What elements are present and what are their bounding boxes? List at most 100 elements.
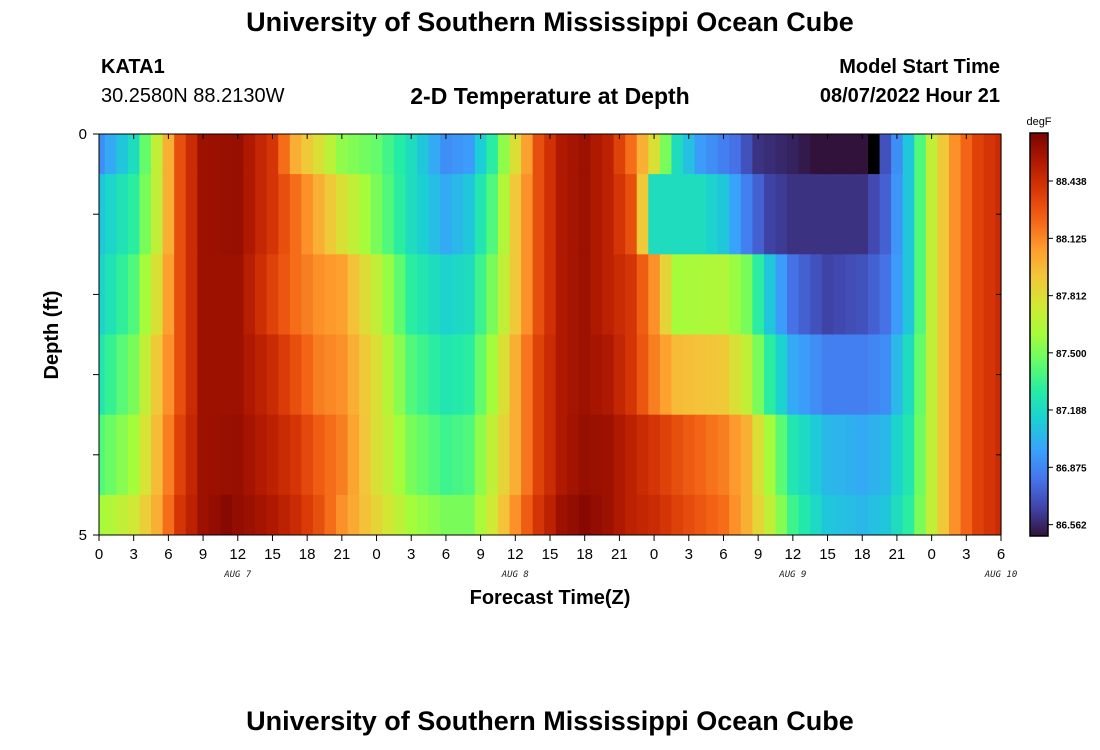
heatmap-cell	[289, 334, 302, 416]
heatmap-cell	[451, 134, 464, 175]
heatmap-cell	[937, 414, 950, 496]
heatmap-cell	[116, 254, 129, 335]
heatmap-cell	[162, 334, 175, 416]
heatmap-cell	[972, 254, 985, 335]
heatmap-cell	[625, 134, 638, 175]
heatmap-cell	[208, 174, 222, 255]
heatmap-cell	[706, 494, 719, 536]
heatmap-cell	[706, 254, 719, 335]
heatmap-cell	[602, 414, 615, 496]
heatmap-cell	[810, 334, 823, 416]
heatmap-cell	[810, 414, 823, 496]
heatmap-cell	[983, 254, 996, 335]
heatmap-cell	[347, 174, 360, 255]
heatmap-cell	[659, 494, 673, 536]
heatmap-cell	[578, 134, 592, 175]
heatmap-cell	[382, 254, 395, 335]
heatmap-cell	[590, 334, 603, 416]
heatmap-cell	[208, 494, 222, 536]
heatmap-cell	[763, 334, 777, 416]
x-tick-label: 18	[299, 546, 316, 563]
heatmap-cell	[602, 254, 615, 335]
heatmap-cell	[278, 414, 291, 496]
heatmap-cell	[983, 134, 996, 175]
heatmap-cell	[948, 414, 962, 496]
heatmap-cell	[382, 494, 395, 536]
heatmap-cell	[729, 174, 742, 255]
heatmap-cell	[393, 134, 407, 175]
heatmap-cell	[752, 494, 765, 536]
heatmap-cell	[717, 494, 730, 536]
heatmap-cell	[960, 174, 973, 255]
heatmap-cell	[775, 494, 788, 536]
heatmap-cell	[474, 134, 487, 175]
heatmap-cell	[359, 334, 372, 416]
heatmap-cell	[833, 334, 846, 416]
heatmap-cell	[694, 254, 707, 335]
heatmap-cell	[255, 174, 268, 255]
heatmap-cell	[544, 174, 557, 255]
heatmap-cell	[717, 414, 730, 496]
heatmap-cell	[567, 174, 580, 255]
heatmap-cell	[787, 494, 800, 536]
heatmap-cell	[255, 134, 268, 175]
x-tick-label: 15	[819, 546, 836, 563]
heatmap-cell	[116, 414, 129, 496]
heatmap-cell	[104, 494, 117, 536]
heatmap-cell	[451, 494, 464, 536]
heatmap-cell	[255, 414, 268, 496]
heatmap-cell	[902, 414, 915, 496]
heatmap-cell	[417, 174, 430, 255]
heatmap-cell	[879, 494, 892, 536]
heatmap-cell	[914, 174, 927, 255]
heatmap-cell	[740, 414, 753, 496]
heatmap-cell	[151, 134, 164, 175]
heatmap-cell	[775, 254, 788, 335]
heatmap-cell	[902, 134, 915, 175]
heatmap-cell	[636, 414, 649, 496]
heatmap-cell	[197, 334, 210, 416]
heatmap-cell	[659, 334, 673, 416]
heatmap-cell	[844, 334, 858, 416]
heatmap-cell	[682, 174, 696, 255]
heatmap-cell	[162, 494, 175, 536]
heatmap-cell	[602, 494, 615, 536]
heatmap-cell	[960, 334, 973, 416]
heatmap-cell	[648, 134, 661, 175]
heatmap-cell	[139, 334, 152, 416]
heatmap-cell	[336, 254, 349, 335]
heatmap-cell	[879, 334, 892, 416]
heatmap-cell	[555, 414, 568, 496]
heatmap-cell	[694, 494, 707, 536]
heatmap-cell	[833, 494, 846, 536]
heatmap-cell	[821, 334, 834, 416]
heatmap-cell	[347, 494, 360, 536]
chart-axes: 0 3 6 9 12 15 18 21 0 3 6 9 12 15 18 21 0 3 6 9 12 15 18 21 0 3 6 A…	[79, 126, 1018, 580]
heatmap-cell	[567, 494, 580, 536]
heatmap-cell	[948, 174, 962, 255]
heatmap-cell	[752, 414, 765, 496]
heatmap-cell	[833, 414, 846, 496]
heatmap-cell	[752, 334, 765, 416]
heatmap-cell	[555, 254, 568, 335]
heatmap-cell	[717, 174, 730, 255]
heatmap-cell	[231, 334, 245, 416]
x-tick-label: 21	[889, 546, 906, 563]
heatmap-cell	[960, 134, 973, 175]
heatmap-cell	[578, 254, 592, 335]
heatmap-cell	[451, 414, 464, 496]
heatmap-cell	[729, 254, 742, 335]
heatmap-cell	[856, 494, 869, 536]
colorbar-tick-label: 86.875	[1056, 463, 1087, 474]
heatmap-cell	[856, 134, 869, 175]
colorbar-tick-label: 87.500	[1056, 349, 1087, 360]
heatmap-cell	[370, 174, 383, 255]
heatmap-cell	[104, 414, 117, 496]
heatmap-cell	[266, 334, 279, 416]
heatmap-cell	[844, 134, 858, 175]
heatmap-cell	[682, 254, 696, 335]
heatmap-cell	[613, 494, 626, 536]
heatmap-cell	[428, 134, 441, 175]
heatmap-cell	[833, 134, 846, 175]
heatmap-cell	[914, 134, 927, 175]
